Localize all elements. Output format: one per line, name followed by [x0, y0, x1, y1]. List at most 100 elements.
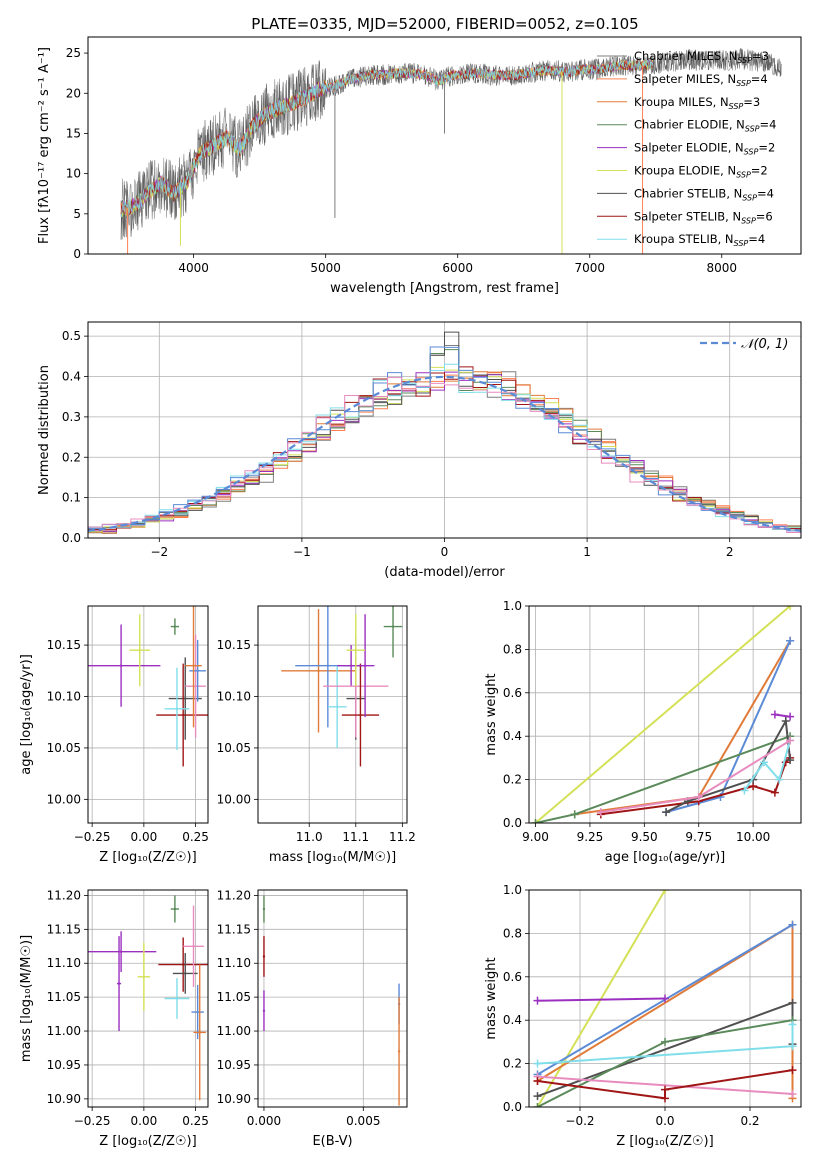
y-tick-label: 0.0 — [62, 531, 81, 545]
spectrum-line-kroupa-elodie — [120, 59, 654, 217]
legend-entry: Chabrier ELODIE, NSSP=4 — [634, 118, 776, 134]
axes-frame — [257, 889, 408, 1108]
legend-label: Salpeter MILES, N — [634, 72, 736, 86]
x-axis-label: (data-model)/error — [384, 565, 505, 580]
y-tick-label: 10.15 — [217, 638, 251, 652]
y-tick-label: 0.8 — [503, 642, 522, 656]
histogram-pink-extra — [88, 377, 801, 533]
data-point — [196, 1010, 199, 1014]
data-point — [181, 713, 185, 717]
x-tick-label: 5000 — [310, 261, 341, 275]
data-point — [335, 705, 339, 708]
y-axis-label: mass weight — [484, 673, 499, 755]
y-tick-label: 0.2 — [503, 1057, 522, 1071]
data-point — [181, 963, 185, 966]
weight-marker — [533, 996, 542, 1005]
x-tick-label: 0.00 — [131, 1114, 158, 1128]
legend-sub: SSP — [729, 102, 744, 111]
legend-sub: SSP — [745, 125, 760, 134]
weight-marker — [596, 808, 605, 817]
spectrum-line-kroupa-stelib — [120, 59, 654, 218]
x-axis-label: wavelength [Angstrom, rest frame] — [330, 281, 559, 296]
y-tick-label: 0.6 — [503, 686, 522, 700]
y-tick-label: 10.15 — [47, 638, 81, 652]
panel-mass-vs-Z: −0.25 0.00 0.25 10.90 10.95 11.00 11.05 11.10 11… — [19, 888, 209, 1149]
weight-line-salpeter-stelib — [537, 1069, 793, 1100]
panel-weight-vs-Z: −0.2 0.0 0.2 0.0 0.2 0.4 0.6 0.8 1.0 Z [log₁₀(Z/Z… — [484, 883, 802, 1149]
data-point — [359, 713, 362, 717]
y-tick-label: 10 — [66, 167, 81, 181]
axes-frame — [87, 36, 802, 255]
weight-line-salpeter-elodie — [537, 997, 666, 1002]
y-tick-label: 0.5 — [62, 329, 81, 343]
weight-marker — [661, 1085, 669, 1094]
weight-line-kroupa-elodie — [536, 890, 666, 1107]
weight-marker — [786, 712, 795, 721]
y-axis-label: mass [log₁₀(M/M☉)] — [19, 935, 34, 1062]
weight-marker — [533, 1059, 542, 1068]
x-tick-label: −0.25 — [74, 1114, 111, 1128]
y-tick-label: 10.05 — [217, 741, 251, 755]
weight-marker — [788, 1020, 797, 1029]
x-tick-label: 9.25 — [577, 830, 604, 844]
x-tick-label: 11.0 — [296, 830, 323, 844]
y-tick-label: 11.05 — [217, 990, 251, 1004]
legend-entry: Salpeter MILES, NSSP=4 — [634, 72, 768, 88]
weight-line-pink-extra — [537, 1075, 793, 1095]
data-point — [397, 1050, 401, 1053]
legend-sub: SSP — [734, 239, 749, 248]
data-point — [317, 669, 320, 672]
x-axis-label: Z [log₁₀(Z/Z☉)] — [616, 1134, 713, 1149]
y-tick-label: 11.05 — [47, 990, 81, 1004]
data-point — [262, 1009, 266, 1012]
panel-spectrum: 4000 5000 6000 7000 8000 0 5 10 15 20 25 wavelength… — [37, 36, 802, 296]
data-point — [349, 664, 353, 667]
axes-frame — [87, 889, 209, 1108]
data-point — [173, 625, 177, 628]
x-tick-label: −0.2 — [565, 1114, 594, 1128]
x-tick-label: 2 — [726, 545, 734, 559]
x-tick-label: 9.50 — [631, 830, 658, 844]
data-point — [138, 649, 141, 652]
plot-area — [120, 47, 782, 254]
weight-marker — [786, 736, 795, 745]
weight-marker — [781, 717, 790, 726]
data-point — [175, 707, 179, 711]
data-point — [142, 975, 146, 978]
x-tick-label: −0.25 — [74, 830, 111, 844]
weight-marker — [661, 1037, 669, 1046]
y-axis-label: Flux [fλ10⁻¹⁷ erg cm⁻² s⁻¹ A⁻¹] — [37, 47, 52, 244]
legend-entry: Salpeter STELIB, NSSP=6 — [634, 209, 773, 225]
x-tick-label: 11.1 — [342, 830, 369, 844]
legend-entry: Chabrier MILES, NSSP=3 — [634, 49, 769, 65]
legend-label: Salpeter ELODIE, N — [634, 141, 744, 155]
legend-label: Salpeter STELIB, N — [634, 209, 741, 223]
legend-tail: =2 — [758, 141, 775, 155]
legend-label: Chabrier STELIB, N — [634, 186, 742, 200]
y-tick-label: 11.20 — [47, 888, 81, 902]
data-point — [198, 1031, 201, 1034]
legend-entry: 𝒩(0, 1) — [741, 337, 788, 352]
y-tick-label: 10.10 — [47, 690, 81, 704]
y-tick-label: 10.90 — [47, 1092, 81, 1106]
plot-area — [531, 606, 795, 823]
y-tick-label: 25 — [66, 46, 81, 60]
figure-title: PLATE=0335, MJD=52000, FIBERID=0052, z=0… — [251, 15, 638, 33]
data-point — [184, 697, 187, 700]
data-point — [354, 649, 357, 652]
axes-frame — [257, 605, 408, 824]
legend-entry: Salpeter ELODIE, NSSP=2 — [634, 141, 775, 157]
weight-marker — [661, 994, 669, 1003]
y-tick-label: 11.00 — [47, 1024, 81, 1038]
y-tick-label: 11.20 — [217, 888, 251, 902]
x-tick-label: 8000 — [707, 261, 738, 275]
x-tick-label: 0.00 — [131, 830, 158, 844]
legend-label: Chabrier MILES, N — [634, 49, 737, 63]
y-tick-label: 10.00 — [217, 792, 251, 806]
y-tick-label: 0.0 — [503, 1100, 522, 1114]
plot-area — [88, 895, 208, 1101]
legend-tail: =4 — [760, 118, 777, 132]
plot-area — [262, 895, 401, 1106]
weight-marker — [786, 636, 795, 645]
legend-entry: Kroupa STELIB, NSSP=4 — [634, 232, 765, 248]
